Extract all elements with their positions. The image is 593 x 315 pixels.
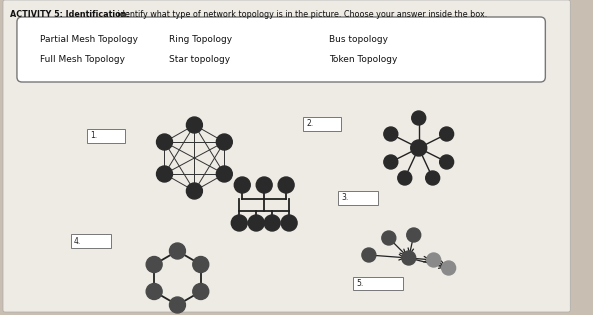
- Circle shape: [146, 284, 162, 300]
- Circle shape: [281, 215, 297, 231]
- Circle shape: [439, 155, 454, 169]
- FancyBboxPatch shape: [3, 0, 570, 312]
- Circle shape: [157, 166, 173, 182]
- Circle shape: [193, 284, 209, 300]
- Text: Token Topology: Token Topology: [329, 55, 397, 64]
- FancyBboxPatch shape: [338, 191, 378, 205]
- Text: 5.: 5.: [356, 279, 363, 289]
- Text: Full Mesh Topology: Full Mesh Topology: [40, 55, 125, 64]
- Circle shape: [157, 134, 173, 150]
- Circle shape: [216, 134, 232, 150]
- Circle shape: [426, 171, 439, 185]
- Circle shape: [411, 140, 427, 156]
- FancyBboxPatch shape: [87, 129, 125, 143]
- Circle shape: [170, 297, 186, 313]
- Circle shape: [170, 243, 186, 259]
- Circle shape: [186, 117, 202, 133]
- Text: Partial Mesh Topology: Partial Mesh Topology: [40, 35, 138, 44]
- Circle shape: [427, 253, 441, 267]
- Circle shape: [146, 256, 162, 272]
- Circle shape: [362, 248, 376, 262]
- Circle shape: [382, 231, 396, 245]
- Circle shape: [216, 166, 232, 182]
- Circle shape: [398, 171, 412, 185]
- Text: Ring Topology: Ring Topology: [170, 35, 232, 44]
- Circle shape: [231, 215, 247, 231]
- FancyBboxPatch shape: [303, 117, 341, 131]
- Circle shape: [407, 228, 420, 242]
- FancyBboxPatch shape: [17, 17, 546, 82]
- Text: 2.: 2.: [306, 119, 313, 129]
- Circle shape: [186, 183, 202, 199]
- Circle shape: [248, 215, 264, 231]
- Text: 3.: 3.: [341, 193, 348, 203]
- Text: Bus topology: Bus topology: [329, 35, 388, 44]
- Circle shape: [256, 177, 272, 193]
- Circle shape: [384, 127, 398, 141]
- FancyBboxPatch shape: [71, 234, 111, 248]
- FancyBboxPatch shape: [353, 277, 403, 290]
- Text: 4.: 4.: [74, 237, 81, 245]
- Circle shape: [193, 256, 209, 272]
- Circle shape: [234, 177, 250, 193]
- Text: ACTIVITY 5: Identification:: ACTIVITY 5: Identification:: [10, 10, 130, 19]
- Circle shape: [442, 261, 455, 275]
- Text: 1.: 1.: [90, 131, 97, 140]
- Text: Star topology: Star topology: [170, 55, 231, 64]
- Circle shape: [384, 155, 398, 169]
- Text: identify what type of network topology is in the picture. Choose your answer ins: identify what type of network topology i…: [114, 10, 487, 19]
- Circle shape: [278, 177, 294, 193]
- Circle shape: [264, 215, 280, 231]
- Circle shape: [402, 251, 416, 265]
- Circle shape: [412, 111, 426, 125]
- Circle shape: [439, 127, 454, 141]
